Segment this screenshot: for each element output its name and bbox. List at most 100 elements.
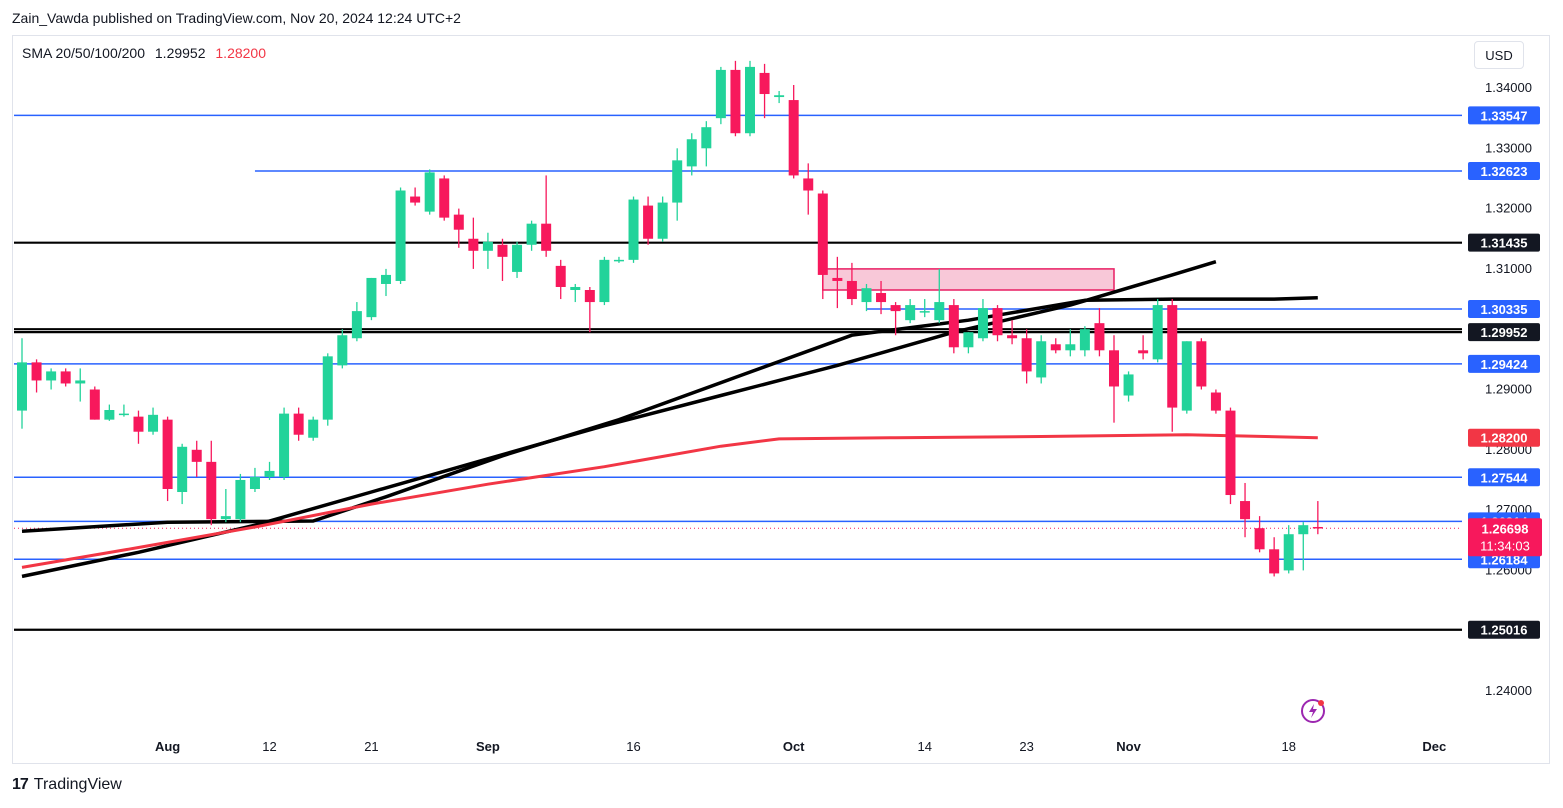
candle-body — [759, 72, 770, 95]
candle — [555, 259, 566, 300]
candle — [905, 299, 916, 324]
candle — [512, 241, 523, 278]
candle — [963, 332, 974, 354]
candle — [1240, 482, 1251, 538]
candle-body — [118, 413, 129, 416]
candle-body — [366, 277, 377, 318]
candle — [148, 407, 159, 435]
candle — [366, 277, 377, 321]
candle — [803, 163, 814, 215]
level-label-1.33547: 1.33547 — [1481, 108, 1528, 123]
candle — [482, 232, 493, 269]
candle-body — [133, 416, 144, 432]
level-label-1.31435: 1.31435 — [1481, 236, 1528, 251]
candle — [759, 63, 770, 119]
candle — [992, 305, 1003, 342]
candle — [686, 133, 697, 176]
level-label-1.30335: 1.30335 — [1481, 302, 1528, 317]
candle-body — [1298, 525, 1309, 535]
tradingview-logo: 17 — [12, 776, 29, 793]
candle-body — [1283, 534, 1294, 571]
candle — [1050, 338, 1061, 354]
time-tick-label: 14 — [917, 739, 931, 754]
candle-body — [526, 223, 537, 245]
candle — [1181, 341, 1192, 414]
candle-body — [905, 305, 916, 321]
candle — [264, 461, 275, 480]
candle-body — [846, 280, 857, 300]
level-label-1.31435-bg — [1468, 233, 1540, 252]
candle-body — [788, 100, 799, 176]
candle — [657, 196, 668, 242]
candle-body — [890, 305, 901, 312]
candle-body — [919, 311, 930, 313]
candle-body — [672, 160, 683, 203]
candle — [220, 488, 231, 523]
candle — [279, 407, 290, 480]
currency-button[interactable]: USD — [1474, 41, 1524, 69]
candle — [235, 473, 246, 523]
candle — [206, 440, 217, 526]
candle — [672, 148, 683, 221]
candle — [191, 440, 202, 477]
candle — [1007, 320, 1018, 345]
candle-body — [584, 290, 595, 303]
candle — [17, 338, 27, 429]
candle-body — [701, 127, 712, 149]
candle-body — [1210, 392, 1221, 411]
candle-body — [745, 66, 755, 134]
candle — [89, 386, 100, 420]
time-tick-label: 23 — [1019, 739, 1033, 754]
candle-body — [395, 190, 406, 281]
price-axis: 1.340001.330001.320001.310001.300001.290… — [1468, 80, 1542, 698]
candle-body — [75, 380, 86, 384]
sma-legend[interactable]: SMA 20/50/100/200 1.29952 1.28200 — [22, 45, 266, 61]
price-tick-label: 1.34000 — [1485, 80, 1532, 95]
candle — [1065, 329, 1076, 357]
price-tick-label: 1.29000 — [1485, 382, 1532, 397]
candle-body — [31, 362, 42, 381]
candle — [1123, 371, 1134, 402]
candle — [1152, 299, 1163, 363]
time-tick-label: 12 — [262, 739, 276, 754]
candle — [162, 416, 173, 502]
candle-body — [1225, 410, 1236, 496]
candle — [861, 283, 872, 312]
candle — [1167, 299, 1178, 432]
candle-body — [220, 516, 231, 520]
lightning-icon[interactable] — [1300, 698, 1326, 724]
chart-frame — [12, 35, 1550, 764]
candle — [1094, 308, 1105, 357]
level-label-1.29424-bg — [1468, 354, 1540, 373]
candle-body — [17, 362, 27, 411]
candle-body — [249, 476, 260, 489]
sma-legend-value-2: 1.28200 — [215, 45, 266, 61]
candle-body — [279, 413, 290, 477]
candle-body — [381, 274, 391, 284]
candle-body — [1050, 344, 1061, 351]
candle — [31, 359, 42, 393]
level-label-1.28200-bg — [1468, 428, 1540, 447]
level-label-1.29952-bg — [1468, 323, 1540, 342]
candle-body — [1065, 344, 1076, 351]
time-tick-label: Dec — [1422, 739, 1446, 754]
candle — [526, 220, 537, 251]
candle — [599, 256, 610, 306]
candle-body — [235, 479, 246, 520]
candle — [1298, 522, 1309, 571]
candle-body — [351, 311, 362, 339]
candle — [1283, 525, 1294, 574]
price-tick-label: 1.33000 — [1485, 140, 1532, 155]
chart-levels — [14, 114, 1462, 631]
candle — [570, 283, 581, 303]
candle-body — [1312, 526, 1323, 529]
candle-body — [1167, 305, 1178, 408]
candle — [75, 368, 86, 402]
level-label-1.29952: 1.29952 — [1481, 325, 1528, 340]
candle-body — [643, 205, 654, 239]
candle — [948, 299, 959, 354]
candle-body — [541, 223, 552, 251]
time-tick-label: Sep — [476, 739, 500, 754]
candle — [1079, 326, 1090, 357]
